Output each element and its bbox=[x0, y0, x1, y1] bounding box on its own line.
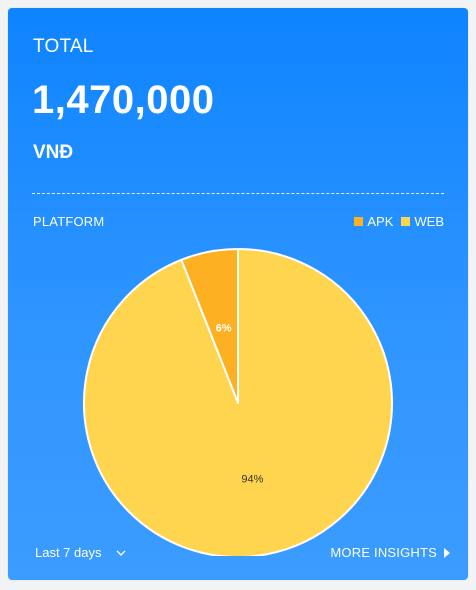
legend-label-apk: APK bbox=[367, 214, 394, 229]
legend-item-web: WEB bbox=[401, 214, 444, 229]
date-range-label: Last 7 days bbox=[35, 545, 102, 560]
platform-label: PLATFORM bbox=[33, 214, 105, 229]
divider bbox=[32, 193, 444, 194]
date-range-dropdown[interactable]: Last 7 days bbox=[35, 545, 126, 560]
legend-swatch-web bbox=[401, 217, 411, 226]
legend-label-web: WEB bbox=[414, 214, 444, 229]
currency-label: VNĐ bbox=[33, 142, 74, 163]
legend-item-apk: APK bbox=[354, 214, 393, 229]
chart-legend: APK WEB bbox=[346, 214, 444, 229]
revenue-card: TOTAL 1,470,000 VNĐ PLATFORM APK WEB 6% 9… bbox=[8, 8, 468, 580]
more-insights-label: MORE INSIGHTS bbox=[330, 545, 437, 560]
more-insights-link[interactable]: MORE INSIGHTS bbox=[330, 545, 450, 560]
chevron-down-icon bbox=[116, 550, 125, 556]
pie-chart-svg: 6% 94% bbox=[83, 248, 393, 556]
total-label: TOTAL bbox=[33, 36, 94, 57]
pie-slice-web bbox=[83, 248, 393, 556]
platform-pie-chart: 6% 94% bbox=[8, 236, 468, 556]
pie-label-web: 94% bbox=[241, 474, 263, 486]
total-value: 1,470,000 bbox=[32, 78, 215, 122]
pie-label-apk: 6% bbox=[216, 322, 232, 334]
caret-right-icon bbox=[444, 547, 450, 558]
legend-swatch-apk bbox=[354, 217, 364, 226]
